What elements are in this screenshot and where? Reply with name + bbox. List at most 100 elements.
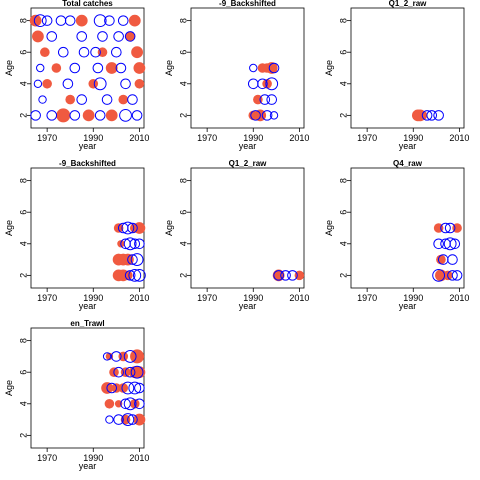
open-bubble xyxy=(123,397,137,411)
x-tick-label: 2010 xyxy=(129,453,149,463)
filled-bubble xyxy=(105,109,118,122)
open-bubble xyxy=(426,110,438,121)
x-axis-label: year xyxy=(79,301,97,311)
x-tick-label: 2010 xyxy=(449,133,469,143)
y-tick-label: 4 xyxy=(18,81,28,86)
x-axis-label: year xyxy=(239,141,257,151)
open-bubble xyxy=(111,351,122,362)
panel-3: Q1_2_raw 1970 1990 2010 2 4 6 8 year Age xyxy=(324,0,469,151)
open-bubble xyxy=(69,62,81,74)
plot-frame xyxy=(350,7,465,129)
x-axis-label: year xyxy=(239,301,257,311)
open-bubble xyxy=(97,31,108,42)
open-bubble xyxy=(134,382,145,394)
open-bubble xyxy=(30,110,41,121)
open-bubble xyxy=(78,46,90,58)
y-tick-label: 6 xyxy=(178,210,188,215)
x-tick-label: 2010 xyxy=(289,133,309,143)
open-bubble xyxy=(102,352,112,361)
x-tick-label: 1990 xyxy=(243,293,263,303)
x-tick-label: 1990 xyxy=(403,293,423,303)
plot-frame xyxy=(190,167,305,289)
open-bubble xyxy=(104,15,115,26)
y-tick-label: 2 xyxy=(178,273,188,278)
y-tick-label: 6 xyxy=(338,210,348,215)
filled-bubble xyxy=(123,270,133,281)
open-bubble xyxy=(443,237,457,251)
open-bubble xyxy=(113,366,124,378)
open-bubble xyxy=(134,398,145,410)
y-tick-label: 8 xyxy=(18,338,28,343)
x-tick-label: 2010 xyxy=(449,293,469,303)
open-bubble xyxy=(113,31,124,42)
y-tick-label: 2 xyxy=(178,113,188,118)
y-axis-label: Age xyxy=(4,60,14,76)
open-bubble xyxy=(123,350,137,363)
open-bubble xyxy=(76,94,88,105)
plot-frame xyxy=(30,167,145,289)
panel-title: -9_Backshifted xyxy=(59,159,116,168)
panel-title: Q1_2_raw xyxy=(389,0,428,8)
open-bubble xyxy=(261,110,273,121)
open-bubble xyxy=(124,31,136,42)
open-bubble xyxy=(36,63,45,73)
panel-title: Q1_2_raw xyxy=(229,159,268,168)
y-axis-label: Age xyxy=(324,220,334,236)
y-tick-label: 8 xyxy=(18,18,28,23)
y-tick-label: 2 xyxy=(18,433,28,438)
open-bubble xyxy=(447,254,458,265)
x-tick-label: 1970 xyxy=(357,293,377,303)
panel-title: -9_Backshifted xyxy=(219,0,276,8)
filled-bubble xyxy=(118,94,129,105)
panel-7: en_Trawl 1970 1990 2010 2 4 6 8 year Age xyxy=(4,319,149,471)
x-axis-label: year xyxy=(399,301,417,311)
x-axis-label: year xyxy=(79,461,97,471)
open-bubble xyxy=(440,222,451,234)
filled-bubble xyxy=(131,46,143,59)
open-bubble xyxy=(287,270,298,281)
y-tick-label: 4 xyxy=(178,241,188,246)
x-tick-label: 1990 xyxy=(83,293,103,303)
open-bubble xyxy=(247,78,259,90)
panel-title: Total catches xyxy=(62,0,113,8)
open-bubble xyxy=(94,110,106,121)
open-bubble xyxy=(62,78,74,90)
y-tick-label: 2 xyxy=(338,273,348,278)
y-tick-label: 2 xyxy=(18,113,28,118)
x-tick-label: 1990 xyxy=(243,133,263,143)
filled-bubble xyxy=(29,14,42,27)
open-bubble xyxy=(101,94,113,105)
open-bubble xyxy=(132,268,146,282)
open-bubble xyxy=(432,268,446,282)
y-tick-label: 8 xyxy=(338,178,348,183)
filled-bubble xyxy=(114,400,123,408)
open-bubble xyxy=(93,77,107,91)
open-bubble xyxy=(124,366,136,378)
panel-title: en_Trawl xyxy=(70,319,104,328)
open-bubble xyxy=(121,413,135,426)
panel-4: -9_Backshifted 1970 1990 2010 2 4 6 8 year Age xyxy=(4,159,149,311)
x-tick-label: 1990 xyxy=(83,133,103,143)
filled-bubble xyxy=(82,109,95,122)
open-bubble xyxy=(123,237,137,251)
y-tick-label: 8 xyxy=(178,178,188,183)
open-bubble xyxy=(106,382,118,394)
filled-bubble xyxy=(128,14,141,27)
open-bubble xyxy=(269,111,279,120)
open-bubble xyxy=(127,222,138,234)
filled-bubble xyxy=(436,254,446,265)
open-bubble xyxy=(113,414,124,425)
y-axis-label: Age xyxy=(164,220,174,236)
filled-bubble xyxy=(42,78,52,89)
y-tick-label: 6 xyxy=(338,50,348,55)
open-bubble xyxy=(268,62,280,74)
filled-bubble xyxy=(88,78,99,89)
open-bubble xyxy=(131,110,143,121)
y-tick-label: 8 xyxy=(338,18,348,23)
filled-bubble xyxy=(133,62,146,74)
x-tick-label: 2010 xyxy=(129,293,149,303)
open-bubble xyxy=(444,222,456,234)
y-tick-label: 4 xyxy=(178,81,188,86)
open-bubble xyxy=(38,95,47,104)
